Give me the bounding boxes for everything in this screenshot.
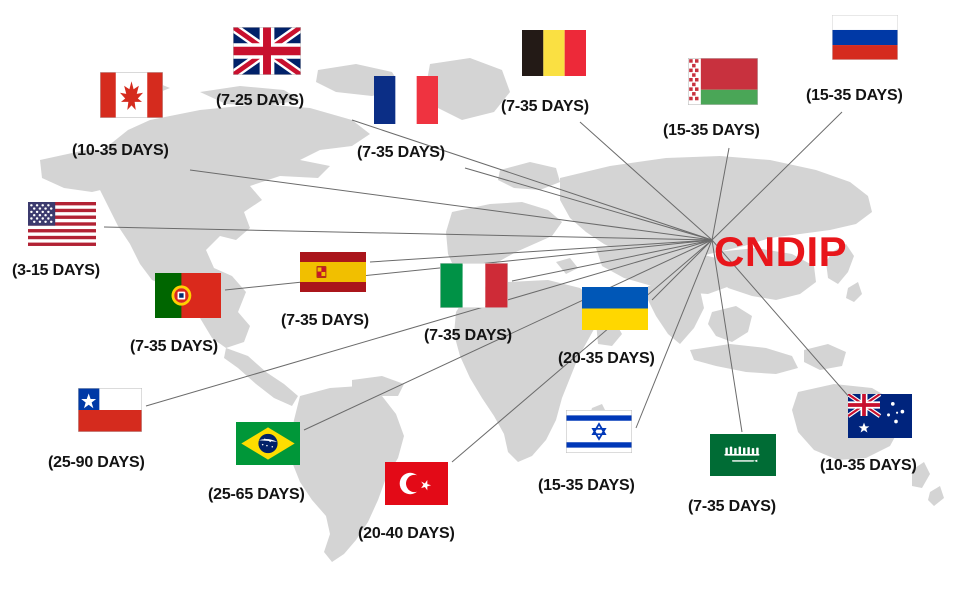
delivery-time-label: (15-35 DAYS): [806, 87, 903, 104]
israel-flag: [566, 410, 632, 453]
chile-flag: [78, 388, 142, 432]
usa-flag: [28, 202, 96, 246]
delivery-time-label: (7-35 DAYS): [424, 327, 512, 344]
delivery-time-label: (15-35 DAYS): [538, 477, 635, 494]
canada-flag: [100, 72, 163, 118]
route-line: [369, 239, 713, 263]
delivery-time-label: (3-15 DAYS): [12, 262, 100, 279]
delivery-time-label: (7-35 DAYS): [130, 338, 218, 355]
belgium-flag: [522, 30, 586, 76]
spain-flag: [300, 252, 366, 292]
delivery-time-label: (25-90 DAYS): [48, 454, 145, 471]
route-line: [189, 169, 713, 241]
delivery-time-label: (7-35 DAYS): [501, 98, 589, 115]
delivery-time-label: (7-35 DAYS): [688, 498, 776, 515]
route-line: [464, 167, 713, 241]
delivery-time-label: (25-65 DAYS): [208, 486, 305, 503]
turkey-flag: [385, 462, 448, 505]
france-flag: [374, 76, 438, 124]
route-line: [635, 239, 713, 429]
delivery-time-label: (15-35 DAYS): [663, 122, 760, 139]
route-line: [711, 147, 730, 241]
ukraine-flag: [582, 287, 648, 330]
delivery-time-label: (20-35 DAYS): [558, 350, 655, 367]
delivery-time-label: (7-35 DAYS): [281, 312, 369, 329]
australia-flag: [848, 394, 912, 438]
delivery-time-label: (10-35 DAYS): [820, 457, 917, 474]
delivery-time-label: (10-35 DAYS): [72, 142, 169, 159]
uk-flag: [233, 27, 301, 75]
route-line: [103, 226, 713, 241]
belarus-flag: [688, 58, 758, 105]
route-line: [351, 119, 713, 241]
russia-flag: [832, 15, 898, 60]
route-line: [651, 239, 713, 301]
delivery-time-label: (7-35 DAYS): [357, 144, 445, 161]
portugal-flag: [155, 273, 221, 318]
delivery-time-label: (7-25 DAYS): [216, 92, 304, 109]
route-line: [511, 239, 713, 282]
saudi-arabia-flag: [710, 434, 776, 476]
delivery-time-label: (20-40 DAYS): [358, 525, 455, 542]
brazil-flag: [236, 422, 300, 465]
hub-label: CNDIP: [714, 228, 848, 275]
italy-flag: [440, 263, 508, 308]
